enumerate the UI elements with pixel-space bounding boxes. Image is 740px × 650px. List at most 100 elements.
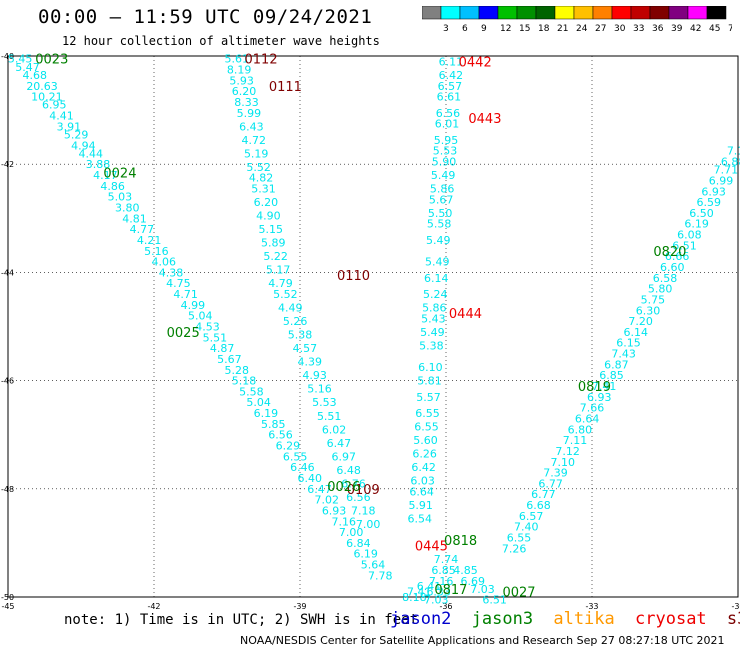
swh-value-label: 4.57: [293, 342, 318, 355]
swh-value-label: 6.01: [435, 118, 460, 131]
swh-value-label: 4.93: [302, 369, 327, 382]
legend-label: 6: [462, 24, 468, 34]
swh-value-label: 6.93: [322, 504, 347, 517]
legend-label: 15: [519, 24, 530, 34]
swh-value-label: 5.16: [307, 383, 332, 396]
swh-value-label: 5.52: [273, 288, 298, 301]
swh-value-label: 7.1: [727, 145, 740, 158]
legend-label: 24: [576, 24, 588, 34]
swh-value-label: 10.21: [31, 91, 63, 104]
swh-value-label: 4.77: [130, 223, 155, 236]
swh-value-label: 7.71: [714, 164, 739, 177]
pass-time-label: 0442: [459, 55, 492, 70]
swh-value-label: 5.43: [421, 312, 446, 325]
swh-value-label: 5.60: [413, 434, 438, 447]
legend-label: 9: [481, 24, 487, 34]
swh-value-label: 7.00: [356, 518, 381, 531]
swh-value-label: 4.44: [78, 147, 103, 160]
swh-value-label: 6.14: [424, 272, 449, 285]
swh-value-label: 5.38: [419, 339, 444, 352]
swh-value-label: 5.86: [430, 183, 455, 196]
swh-value-label: 7.16: [332, 515, 357, 528]
legend-label: 70 (ft): [728, 24, 732, 34]
pass-time-label: 0445: [415, 540, 448, 555]
swh-value-label: 5.58: [239, 385, 264, 398]
swh-value-label: 6.33: [426, 586, 451, 599]
pass-time-label: 0109: [347, 483, 380, 498]
pass-time-label: 0024: [103, 166, 136, 181]
swh-value-label: 5.99: [237, 107, 262, 120]
swh-value-label: 7.39: [543, 467, 568, 480]
swh-value-label: 5.53: [433, 145, 458, 158]
swh-value-label: 6.93: [587, 391, 612, 404]
swh-value-label: 5.22: [263, 250, 288, 263]
plot-frame: [7, 55, 739, 598]
pass-time-label: 0817: [434, 583, 467, 598]
swh-value-label: 5.90: [432, 155, 457, 168]
swh-value-label: 4.86: [100, 180, 125, 193]
swh-value-label: 7.03: [424, 594, 449, 607]
swh-value-label: 5.86: [422, 302, 447, 315]
swh-value-label: 6.30: [636, 304, 661, 317]
swh-value-label: 5.52: [246, 161, 271, 174]
pass-time-label: 0027: [502, 586, 535, 601]
swh-value-label: 8.19: [227, 64, 252, 77]
swh-value-label: 7.11: [563, 434, 588, 447]
legend-label: 39: [671, 24, 683, 34]
swh-value-label: 7.00: [339, 526, 364, 539]
swh-value-label: 6.47: [307, 483, 332, 496]
swh-value-label: 6.88: [721, 155, 740, 168]
pass-time-label: 0110: [337, 269, 370, 284]
swh-value-label: 6.64: [575, 412, 600, 425]
swh-value-label: 5.93: [229, 74, 254, 87]
swh-value-label: 4.87: [210, 342, 235, 355]
swh-value-label: 6.02: [322, 423, 347, 436]
satellite-legend: jason2 jason3 altika cryosat s3a: [390, 609, 740, 629]
swh-value-label: 8.33: [234, 96, 259, 109]
swh-value-label: 6.56: [436, 107, 461, 120]
y-tick-label: -40: [1, 52, 14, 61]
swh-value-label: 6.57: [519, 510, 544, 523]
swh-value-label: 6.85: [599, 369, 624, 382]
swh-value-label: 7.26: [502, 542, 527, 555]
swh-value-label: 5.49: [426, 234, 451, 247]
swh-value-label: 6.55: [507, 531, 532, 544]
swh-value-label: 5.64: [361, 559, 386, 572]
swh-value-label: 5.15: [259, 223, 284, 236]
swh-value-label: 6.85: [431, 564, 456, 577]
swh-value-label: 5.28: [224, 364, 249, 377]
swh-value-label: 6.15: [616, 337, 641, 350]
x-tick-label: -45: [1, 602, 14, 611]
pass-time-label: 0025: [167, 326, 200, 341]
swh-value-label: 4.38: [159, 266, 184, 279]
swh-value-label: 7.12: [555, 445, 580, 458]
swh-value-label: 5.04: [246, 396, 271, 409]
swh-value-label: 3.88: [86, 158, 111, 171]
swh-value-label: 6.42: [411, 461, 436, 474]
page-subtitle: 12 hour collection of altimeter wave hei…: [62, 34, 380, 48]
swh-value-label: 6.08: [677, 229, 702, 242]
pass-time-label: 0443: [468, 112, 501, 127]
swh-value-label: 6.99: [709, 174, 734, 187]
legend-label: 33: [633, 24, 644, 34]
swh-value-label: 6.56: [268, 429, 293, 442]
satellite-s3a: s3a: [726, 609, 740, 629]
satellite-jason2: jason2: [390, 609, 452, 629]
swh-value-label: 7.43: [611, 348, 636, 361]
credit-line: NOAA/NESDIS Center for Satellite Applica…: [240, 634, 725, 647]
x-tick-label: -42: [147, 602, 160, 611]
pass-time-label: 0820: [653, 245, 686, 260]
satellite-cryosat: cryosat: [635, 609, 707, 629]
legend-label: 18: [538, 24, 550, 34]
swh-value-label: 5.24: [423, 288, 448, 301]
swh-value-label: 5.17: [266, 264, 291, 277]
swh-value-label: 5.49: [420, 326, 445, 339]
swh-value-label: 6.69: [461, 575, 486, 588]
swh-value-label: 7.02: [315, 494, 340, 507]
pass-time-label: 0112: [245, 53, 278, 68]
swh-value-label: 6.57: [438, 80, 463, 93]
swh-value-label: 6.76: [341, 477, 366, 490]
swh-value-label: 5.57: [416, 391, 441, 404]
pass-time-label: 0026: [327, 480, 360, 495]
